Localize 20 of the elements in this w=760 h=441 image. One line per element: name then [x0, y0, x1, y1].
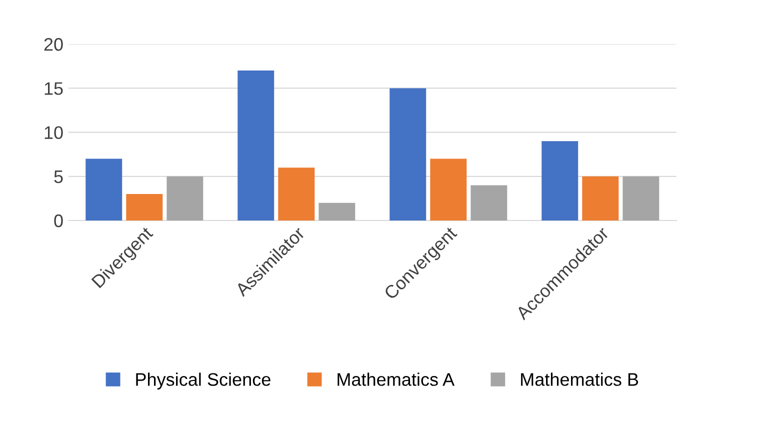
y-tick-label: 5	[54, 170, 63, 184]
y-tick-label: 0	[54, 214, 63, 228]
bar	[278, 168, 315, 220]
bar	[470, 185, 508, 220]
bar	[126, 194, 163, 220]
bar	[390, 88, 426, 220]
bar	[318, 202, 356, 220]
legend-label: Mathematics A	[338, 372, 455, 386]
legend-label: Mathematics B	[521, 372, 638, 386]
bar	[166, 176, 204, 220]
bar	[238, 70, 274, 220]
y-tick-label: 15	[44, 82, 63, 95]
bar	[542, 141, 578, 220]
bar	[622, 176, 660, 220]
y-tick-label: 20	[44, 38, 63, 51]
bar	[86, 158, 122, 220]
y-tick-label: 10	[44, 126, 63, 140]
bar	[430, 158, 467, 220]
legend-label: Physical Science	[136, 372, 270, 390]
bar	[582, 176, 619, 220]
